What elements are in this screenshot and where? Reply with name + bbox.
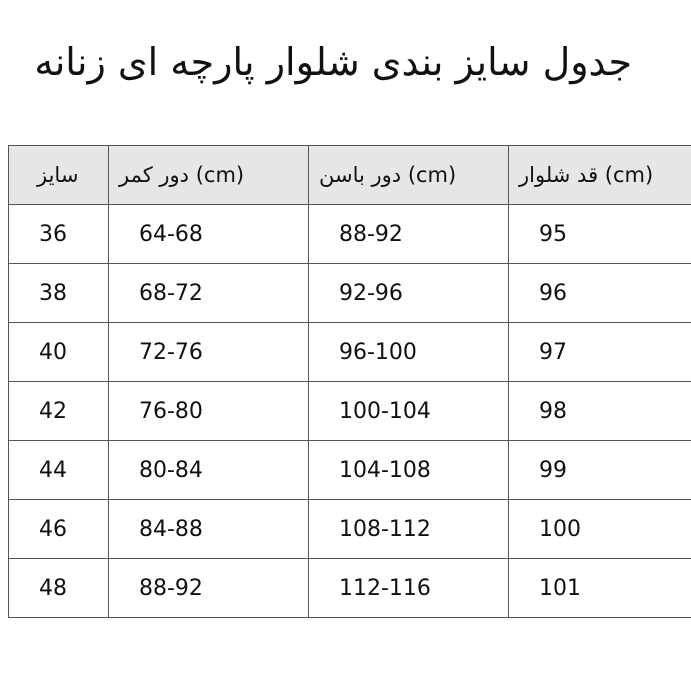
table-cell: 96 bbox=[508, 263, 691, 323]
table-cell: 46 bbox=[8, 499, 109, 559]
table-cell: 80-84 bbox=[108, 440, 309, 500]
table-cell: 48 bbox=[8, 558, 109, 618]
title: جدول سایز بندی شلوار پارچه ای زنانه bbox=[34, 40, 632, 84]
table-cell: 76-80 bbox=[108, 381, 309, 441]
header-cell: قد شلوار (cm) bbox=[508, 145, 691, 205]
table-cell: 104-108 bbox=[308, 440, 509, 500]
table-row: 42 76-80 100-104 98 bbox=[8, 381, 691, 441]
table-cell: 84-88 bbox=[108, 499, 309, 559]
table-cell: 38 bbox=[8, 263, 109, 323]
table-cell: 99 bbox=[508, 440, 691, 500]
table-cell: 100-104 bbox=[308, 381, 509, 441]
table-cell: 72-76 bbox=[108, 322, 309, 382]
table-row: 38 68-72 92-96 96 bbox=[8, 263, 691, 323]
table-cell: 36 bbox=[8, 204, 109, 264]
table-cell: 96-100 bbox=[308, 322, 509, 382]
table-row: 36 64-68 88-92 95 bbox=[8, 204, 691, 264]
table-cell: 68-72 bbox=[108, 263, 309, 323]
header-cell: دور کمر (cm) bbox=[108, 145, 309, 205]
table-cell: 88-92 bbox=[108, 558, 309, 618]
table-cell: 88-92 bbox=[308, 204, 509, 264]
header-row: سایز دور کمر (cm) دور باسن (cm) قد شلوار (c… bbox=[8, 145, 691, 205]
table-cell: 97 bbox=[508, 322, 691, 382]
header-cell: دور باسن (cm) bbox=[308, 145, 509, 205]
table-cell: 40 bbox=[8, 322, 109, 382]
table-row: 46 84-88 108-112 100 bbox=[8, 499, 691, 559]
header-cell: سایز bbox=[8, 145, 109, 205]
table-body: 36 64-68 88-92 95 38 68-72 92-96 96 40 72-76 96-10… bbox=[8, 204, 691, 618]
table-cell: 100 bbox=[508, 499, 691, 559]
table-cell: 112-116 bbox=[308, 558, 509, 618]
table-cell: 98 bbox=[508, 381, 691, 441]
table-row: 40 72-76 96-100 97 bbox=[8, 322, 691, 382]
size-table: سایز دور کمر (cm) دور باسن (cm) قد شلوار (c… bbox=[8, 145, 691, 618]
table-cell: 92-96 bbox=[308, 263, 509, 323]
table-cell: 64-68 bbox=[108, 204, 309, 264]
table-cell: 108-112 bbox=[308, 499, 509, 559]
table-row: 48 88-92 112-116 101 bbox=[8, 558, 691, 618]
table-cell: 101 bbox=[508, 558, 691, 618]
table-cell: 42 bbox=[8, 381, 109, 441]
table-cell: 44 bbox=[8, 440, 109, 500]
table-cell: 95 bbox=[508, 204, 691, 264]
table-row: 44 80-84 104-108 99 bbox=[8, 440, 691, 500]
